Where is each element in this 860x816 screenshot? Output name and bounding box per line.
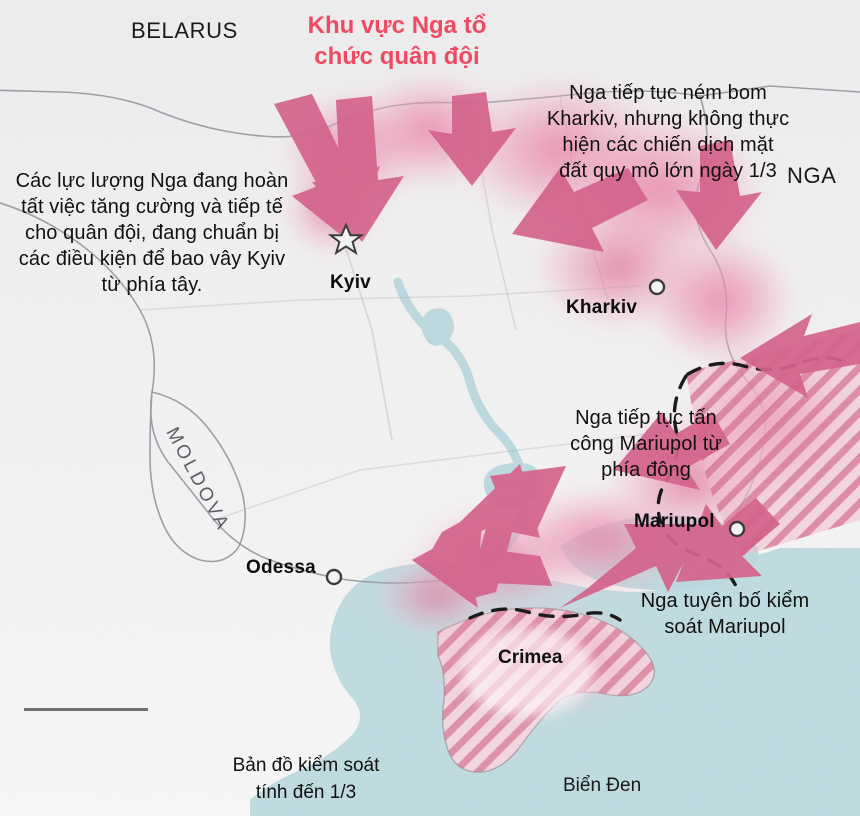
callout-west-kyiv-encirclement: Các lực lượng Nga đang hoàn tất việc tăn… bbox=[15, 170, 289, 296]
donbas-dashed-front-line bbox=[656, 374, 738, 588]
crimea-hatched-control bbox=[438, 607, 655, 772]
arrow-crimea-north-east bbox=[560, 524, 704, 608]
star-capital-marker bbox=[327, 222, 365, 256]
distance-scale-bar bbox=[24, 708, 148, 711]
arrow-sumy-westward bbox=[512, 168, 648, 252]
arrow-belarus-to-kyiv-east bbox=[312, 96, 404, 242]
arrow-russia-to-kharkiv bbox=[676, 140, 762, 250]
country-label-belarus: BELARUS bbox=[131, 18, 238, 43]
circle-city-marker-mariupol bbox=[728, 520, 746, 538]
arrow-group bbox=[274, 92, 860, 608]
arrow-mariupol-from-east bbox=[676, 498, 780, 582]
region-label-crimea: Crimea bbox=[498, 647, 563, 668]
city-label-kharkiv: Kharkiv bbox=[566, 297, 638, 318]
city-label-kyiv: Kyiv bbox=[330, 272, 371, 293]
city-label-odessa: Odessa bbox=[246, 557, 316, 578]
circle-city-marker-odessa bbox=[325, 568, 343, 586]
circle-city-marker-kharkiv bbox=[648, 278, 666, 296]
callout-title-russia-staging: Khu vực Nga tổ chức quân đội bbox=[307, 12, 487, 70]
arrow-north-to-chernihiv bbox=[428, 92, 516, 186]
arrow-donbas-westward bbox=[614, 412, 730, 490]
map-caption: Bản đồ kiểm soát tính đến 1/3 bbox=[232, 755, 380, 803]
crimea-dashed-border bbox=[468, 607, 622, 622]
arrow-east-into-donbas bbox=[740, 314, 860, 398]
callout-mariupol-east-attack: Nga tiếp tục tấn công Mariupol từ phía đ… bbox=[570, 407, 722, 481]
water-label-black-sea: Biển Đen bbox=[563, 775, 642, 796]
callout-kharkiv-bombing: Nga tiếp tục ném bom Kharkiv, nhưng khôn… bbox=[546, 82, 790, 182]
country-label-russia: NGA bbox=[787, 163, 837, 188]
callout-mariupol-claim-control: Nga tuyên bố kiểm soát Mariupol bbox=[640, 590, 810, 638]
arrow-crimea-to-west bbox=[412, 522, 552, 608]
city-label-mariupol: Mariupol bbox=[634, 511, 715, 532]
